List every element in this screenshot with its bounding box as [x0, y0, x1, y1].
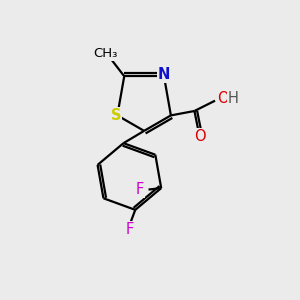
Text: F: F: [125, 222, 134, 237]
Text: H: H: [227, 91, 238, 106]
Text: S: S: [111, 108, 121, 123]
Text: O: O: [194, 129, 205, 144]
Text: CH₃: CH₃: [94, 47, 118, 60]
Text: F: F: [136, 182, 144, 197]
Text: O: O: [218, 91, 229, 106]
Text: N: N: [158, 67, 170, 82]
